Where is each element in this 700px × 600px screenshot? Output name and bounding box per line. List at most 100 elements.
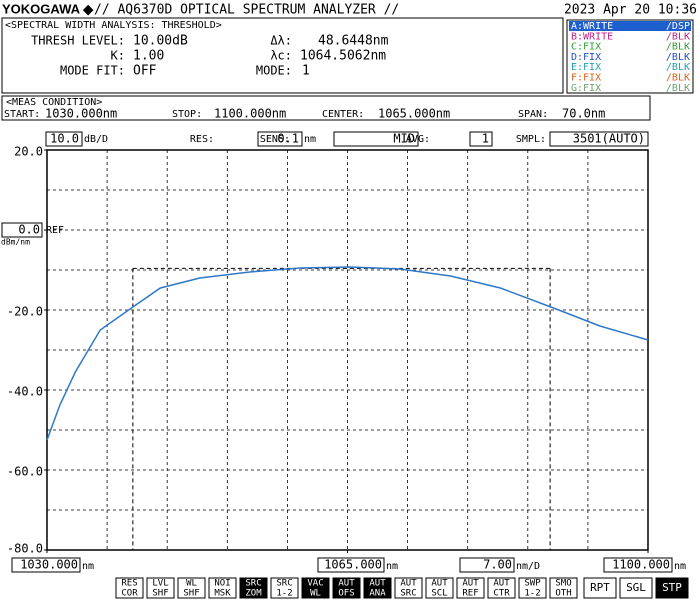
- trace-mode: /BLK: [666, 42, 690, 53]
- soft-key[interactable]: [332, 577, 361, 599]
- soft-key-label: WL: [186, 579, 197, 589]
- trace-name: D:FIX: [571, 52, 601, 63]
- soft-key-label: SRC: [400, 589, 416, 599]
- soft-key[interactable]: [177, 577, 206, 599]
- field-label: MODE FIT:: [60, 64, 125, 78]
- meas-label: START:: [4, 109, 40, 120]
- setting-box: [333, 131, 419, 147]
- meas-box: [1, 95, 651, 121]
- soft-key-label: WL: [310, 589, 321, 599]
- soft-key[interactable]: [619, 577, 653, 599]
- x-tick-label: 1030.000: [20, 558, 78, 572]
- soft-key-label: NOI: [214, 579, 230, 589]
- soft-key-label: CTR: [493, 589, 510, 599]
- soft-key-label: SRC: [245, 579, 261, 589]
- field-value: 1064.5062nm: [300, 49, 386, 64]
- setting-box: [469, 131, 493, 147]
- field-label: THRESH LEVEL:: [31, 34, 125, 48]
- soft-key[interactable]: [394, 577, 423, 599]
- x-tick-box: [317, 557, 385, 573]
- soft-key[interactable]: [363, 577, 392, 599]
- soft-key[interactable]: [549, 577, 578, 599]
- setting-box: [549, 131, 649, 147]
- soft-key-label: SMO: [555, 579, 571, 589]
- ref-label: REF: [46, 225, 64, 236]
- trace-mode: /BLK: [666, 31, 690, 42]
- soft-key-label: AUT: [400, 579, 417, 589]
- setting-unit: nm: [304, 134, 316, 145]
- y-tick-label: -80.0: [7, 542, 43, 556]
- trace-mode: /BLK: [666, 62, 690, 73]
- meas-value: 1065.000nm: [378, 107, 450, 121]
- setting-value: 1: [482, 132, 489, 146]
- analysis-box: [1, 17, 564, 94]
- meas-value: 1030.000nm: [45, 107, 117, 121]
- soft-key-label: ZOM: [245, 589, 262, 599]
- setting-label: SENS:: [260, 134, 290, 145]
- x-tick-label: 1100.000: [612, 558, 670, 572]
- trace-box: [566, 19, 694, 94]
- trace-name: C:FIX: [571, 42, 601, 53]
- soft-key-label: SHF: [152, 589, 168, 599]
- trace-mode: /BLK: [666, 73, 690, 84]
- soft-key-label: OTH: [555, 589, 571, 599]
- soft-key[interactable]: [146, 577, 175, 599]
- setting-value: 3501(AUTO): [573, 132, 645, 146]
- setting-box: [257, 131, 303, 147]
- trace-name: E:FIX: [571, 62, 601, 73]
- meas-label: SPAN:: [518, 109, 548, 120]
- setting-box: [45, 131, 83, 147]
- brand: YOKOGAWA ◆: [2, 1, 94, 16]
- setting-value: 10.0: [50, 132, 79, 146]
- soft-key[interactable]: [425, 577, 454, 599]
- soft-key-label: 1-2: [276, 589, 292, 599]
- field-value: 10.00dB: [133, 34, 188, 49]
- soft-key[interactable]: [655, 577, 689, 599]
- field-label: λc:: [270, 49, 292, 63]
- soft-key-label: REF: [462, 589, 478, 599]
- x-tick-box: [11, 557, 81, 573]
- soft-key-label: SRC: [276, 579, 292, 589]
- x-scale-box: [459, 557, 515, 573]
- field-value: 1: [302, 64, 310, 79]
- y-tick-label: -20.0: [7, 305, 43, 319]
- trace-mode: /BLK: [666, 83, 690, 94]
- soft-key-label: STP: [662, 581, 682, 594]
- field-value: 1.00: [133, 49, 164, 64]
- y-tick-label: -60.0: [7, 465, 43, 479]
- soft-key-label: SHF: [183, 589, 199, 599]
- trace-name: F:FIX: [571, 73, 601, 84]
- y-unit: dBm/nm: [1, 238, 30, 247]
- setting-label: AVG:: [406, 134, 430, 145]
- x-unit: nm: [82, 561, 94, 572]
- setting-unit: dB/D: [84, 134, 108, 145]
- setting-value: MID: [393, 132, 415, 146]
- soft-key[interactable]: [583, 577, 617, 599]
- setting-value: 0.1: [277, 132, 299, 146]
- soft-key-label: MSK: [214, 589, 231, 599]
- soft-key[interactable]: [270, 577, 299, 599]
- soft-key[interactable]: [487, 577, 516, 599]
- y-tick-label: 0.0: [18, 223, 40, 237]
- x-scale: 7.00: [483, 558, 512, 572]
- trace-mode: /DSP: [666, 21, 690, 32]
- soft-key-label: RPT: [590, 581, 610, 594]
- setting-label: SMPL:: [516, 134, 546, 145]
- x-unit: nm: [674, 561, 686, 572]
- datetime: 2023 Apr 20 10:36: [564, 3, 697, 18]
- meas-label: CENTER:: [322, 109, 364, 120]
- ref-box: [1, 222, 43, 238]
- soft-key[interactable]: [208, 577, 237, 599]
- meas-label: STOP:: [172, 109, 202, 120]
- soft-key[interactable]: [239, 577, 268, 599]
- soft-key-label: ANA: [369, 589, 386, 599]
- meas-value: 1100.000nm: [214, 107, 286, 121]
- soft-key-label: OFS: [338, 589, 354, 599]
- soft-key[interactable]: [518, 577, 547, 599]
- soft-key[interactable]: [456, 577, 485, 599]
- soft-key[interactable]: [115, 577, 144, 599]
- soft-key[interactable]: [301, 577, 330, 599]
- trace-name: A:WRITE: [571, 21, 613, 32]
- trace-name: B:WRITE: [571, 31, 613, 42]
- model: // AQ6370D OPTICAL SPECTRUM ANALYZER //: [94, 3, 399, 18]
